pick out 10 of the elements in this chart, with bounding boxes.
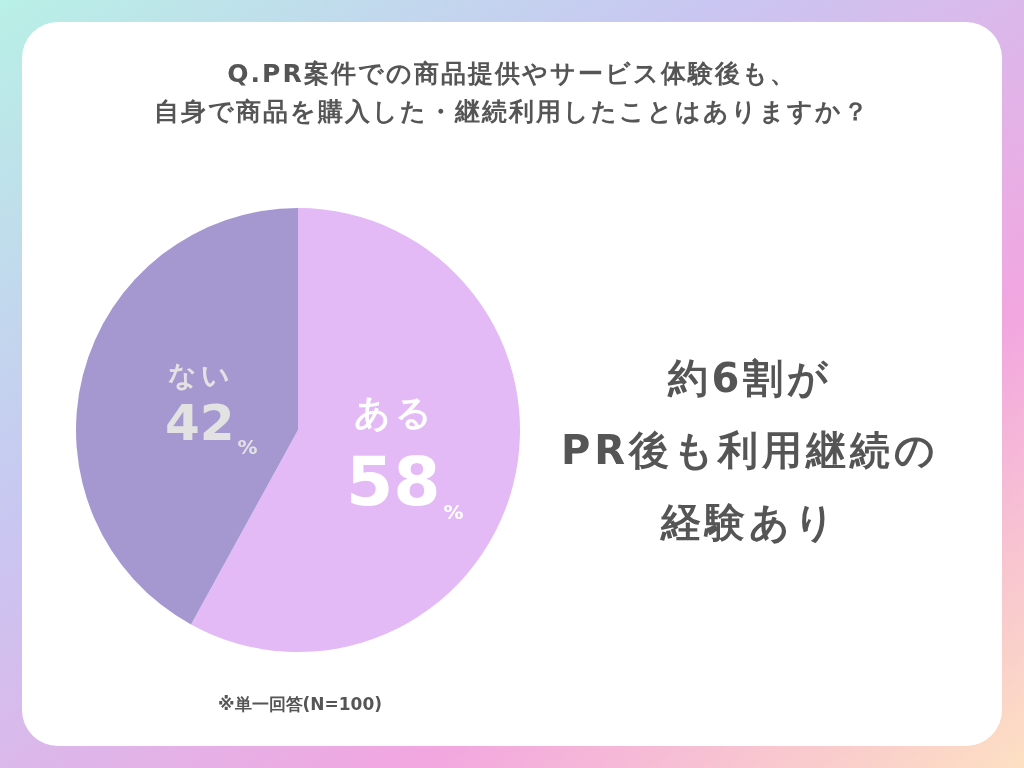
text: ※単一回答(N=100)	[217, 694, 383, 714]
text: 約6割が	[666, 355, 833, 401]
text: PR後も利用継続の	[560, 427, 940, 473]
chart-title: Q.PR案件での商品提供やサービス体験後も、自身で商品を購入した・継続利用したことはありますか？	[154, 59, 870, 126]
slice-label: ない	[168, 359, 235, 393]
text: 経験あり	[660, 499, 839, 545]
data-label: 42$_{%}$	[164, 394, 258, 460]
slice-label: ある	[353, 391, 436, 433]
data-label: 58$_{%}$	[345, 441, 464, 524]
pie-slice	[76, 208, 298, 625]
